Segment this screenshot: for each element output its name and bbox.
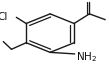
Text: O: O — [85, 0, 94, 1]
Text: Cl: Cl — [0, 12, 8, 22]
Text: NH$_2$: NH$_2$ — [76, 50, 97, 64]
